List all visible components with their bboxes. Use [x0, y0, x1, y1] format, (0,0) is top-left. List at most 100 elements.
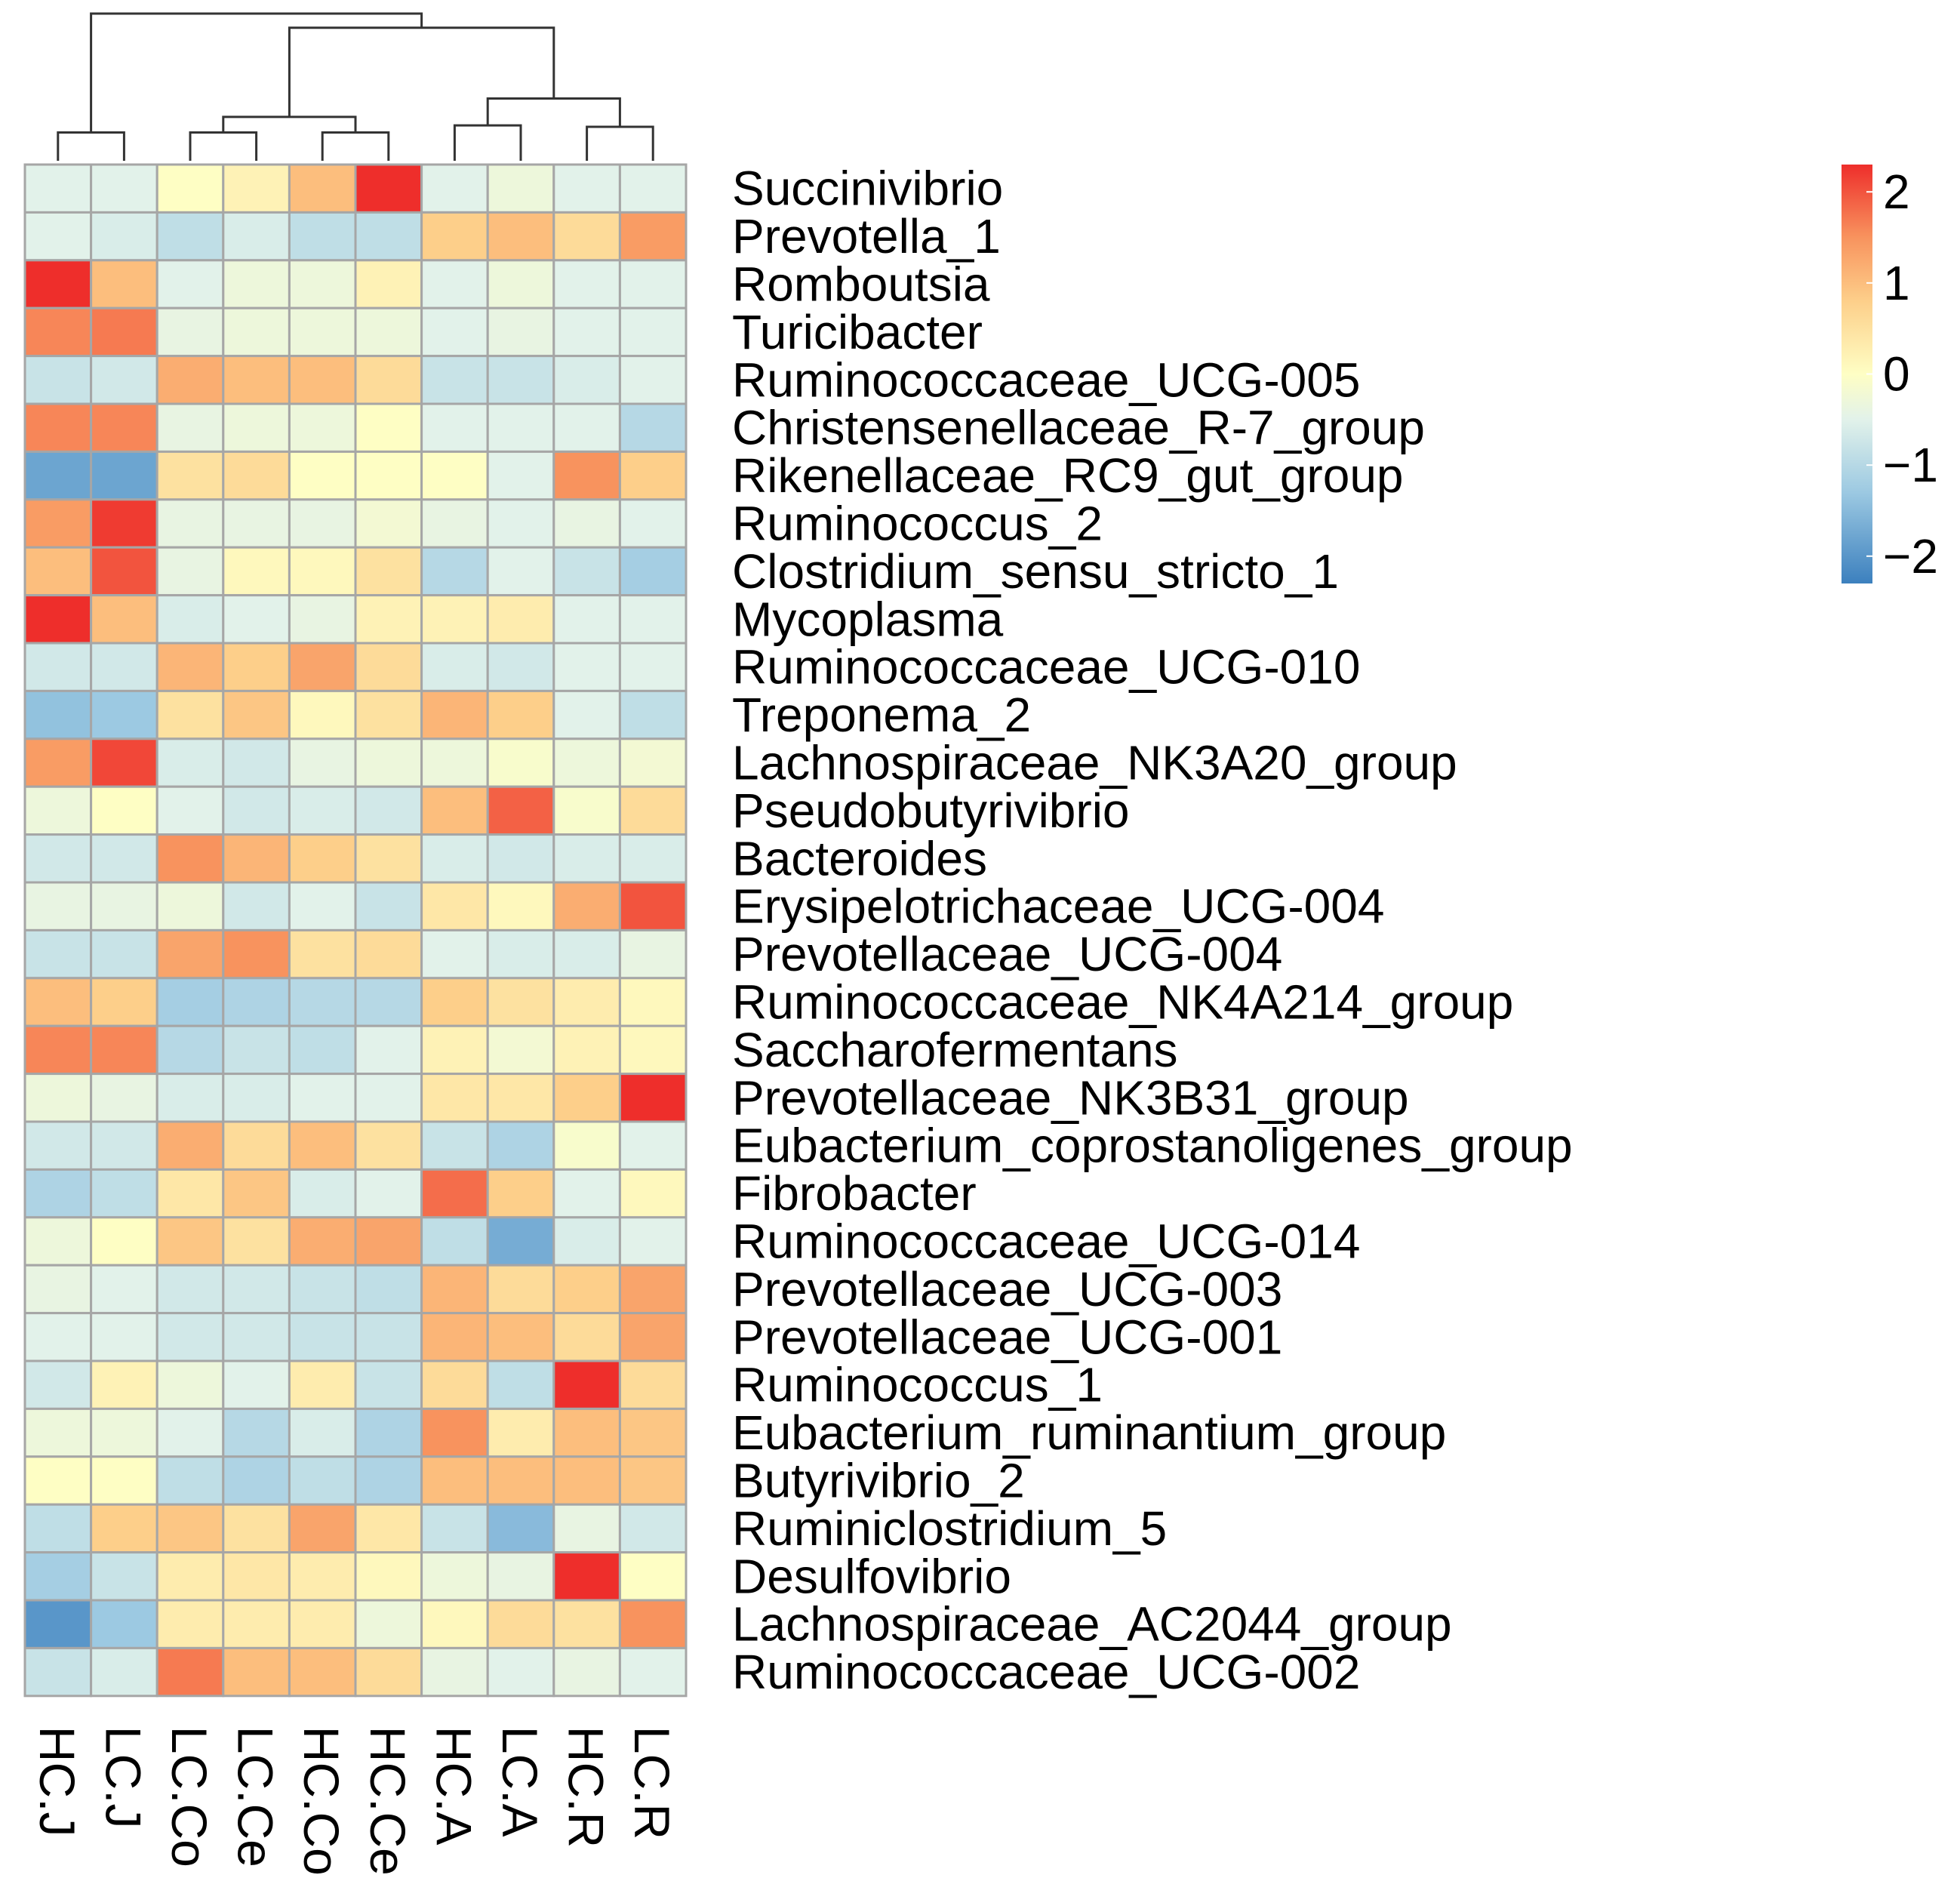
row-label: Eubacterium_coprostanoligenes_group: [732, 1119, 1573, 1173]
dendrogram-branch: [321, 131, 390, 161]
heatmap-cell: [90, 1024, 158, 1076]
column-label: HC.Co: [294, 1726, 349, 1876]
heatmap-cell: [222, 1024, 291, 1076]
heatmap-cell: [155, 259, 225, 309]
heatmap-cell: [23, 1073, 93, 1123]
heatmap-cell: [90, 1599, 158, 1649]
heatmap-cell: [354, 1120, 423, 1171]
heatmap-cell: [486, 1646, 555, 1698]
heatmap-cell: [354, 689, 423, 740]
column-dendrogram: [57, 12, 654, 161]
heatmap-cell: [420, 689, 489, 740]
heatmap-cell: [354, 1646, 423, 1698]
heatmap-cell: [552, 737, 621, 788]
heatmap-cell: [420, 1264, 489, 1315]
heatmap-cell: [90, 546, 158, 597]
heatmap-cell: [420, 785, 489, 836]
heatmap-cell: [420, 1168, 489, 1219]
heatmap-cell: [222, 833, 291, 884]
dendrogram-branch: [57, 131, 125, 161]
heatmap-cell: [288, 1168, 357, 1219]
heatmap-cell: [90, 450, 158, 501]
heatmap-cell: [618, 689, 688, 740]
heatmap-cell: [420, 546, 489, 597]
heatmap-cell: [552, 1312, 621, 1362]
heatmap-cell: [155, 1216, 225, 1267]
row-label: Lachnospiraceae_AC2044_group: [732, 1597, 1452, 1652]
heatmap-cell: [90, 211, 158, 262]
heatmap-cell: [486, 689, 555, 740]
heatmap-cell: [552, 306, 621, 358]
column-label: LC.A: [492, 1726, 548, 1837]
heatmap-cell: [90, 881, 158, 931]
heatmap-cell: [155, 163, 225, 214]
heatmap-cell: [552, 1503, 621, 1554]
row-label: Ruminococcaceae_UCG-005: [732, 353, 1360, 407]
heatmap-cell: [420, 642, 489, 692]
heatmap-cell: [486, 402, 555, 453]
heatmap-cell: [90, 1168, 158, 1219]
heatmap-cell: [618, 1216, 688, 1267]
heatmap-cell: [354, 785, 423, 836]
heatmap-cell: [552, 450, 621, 501]
heatmap-cell: [288, 1599, 357, 1649]
heatmap-cell: [618, 546, 688, 597]
heatmap-cell: [23, 977, 93, 1027]
heatmap-cell: [222, 1551, 291, 1602]
heatmap-cell: [288, 1216, 357, 1267]
heatmap-cell: [222, 977, 291, 1027]
heatmap-cell: [486, 1551, 555, 1602]
heatmap-cell: [618, 785, 688, 836]
row-label: Treponema_2: [732, 688, 1031, 742]
dendrogram-branch: [189, 131, 258, 161]
heatmap-cell: [155, 211, 225, 262]
heatmap-cell: [23, 1646, 93, 1698]
heatmap-cell: [354, 1216, 423, 1267]
dendrogram-branch: [90, 12, 423, 133]
heatmap-cell: [288, 498, 357, 549]
heatmap-cell: [288, 402, 357, 453]
heatmap-cell: [23, 737, 93, 788]
heatmap-cell: [288, 1073, 357, 1123]
heatmap-cell: [90, 1120, 158, 1171]
heatmap-cell: [486, 163, 555, 214]
row-label: Erysipelotrichaceae_UCG-004: [732, 879, 1384, 934]
heatmap-cell: [618, 1551, 688, 1602]
heatmap-cell: [486, 1455, 555, 1506]
heatmap-cell: [155, 1646, 225, 1698]
heatmap-cell: [420, 1503, 489, 1554]
heatmap-cell: [486, 1599, 555, 1649]
heatmap-cell: [155, 977, 225, 1027]
heatmap-cell: [420, 1646, 489, 1698]
row-label: Prevotella_1: [732, 209, 1001, 263]
heatmap-cell: [420, 355, 489, 405]
heatmap-cell: [155, 881, 225, 931]
heatmap-cell: [486, 785, 555, 836]
row-label: Ruminiclostridium_5: [732, 1501, 1167, 1556]
heatmap-cell: [23, 881, 93, 931]
heatmap-cell: [222, 211, 291, 262]
heatmap-cell: [222, 259, 291, 309]
heatmap-cell: [23, 1551, 93, 1602]
heatmap-cell: [23, 594, 93, 645]
heatmap-cell: [552, 211, 621, 262]
heatmap-cell: [90, 498, 158, 549]
heatmap-cell: [288, 163, 357, 214]
heatmap-cell: [288, 833, 357, 884]
column-label: LC.Ce: [228, 1726, 284, 1867]
heatmap-cell: [222, 1407, 291, 1458]
heatmap-cell: [155, 1168, 225, 1219]
heatmap-cell: [420, 163, 489, 214]
heatmap-cell: [486, 1073, 555, 1123]
heatmap-cell: [354, 642, 423, 692]
heatmap-cell: [420, 1599, 489, 1649]
legend-tick-label: 1: [1883, 256, 1910, 310]
color-legend-ticks: 2 1 0 −1 −2: [1866, 165, 1938, 583]
heatmap-cell: [618, 211, 688, 262]
heatmap-cell: [420, 1359, 489, 1410]
heatmap-cell: [354, 163, 423, 214]
row-label: Clostridium_sensu_stricto_1: [732, 544, 1339, 599]
dendrogram-branch: [586, 125, 654, 161]
row-label: Ruminococcus_2: [732, 497, 1103, 551]
